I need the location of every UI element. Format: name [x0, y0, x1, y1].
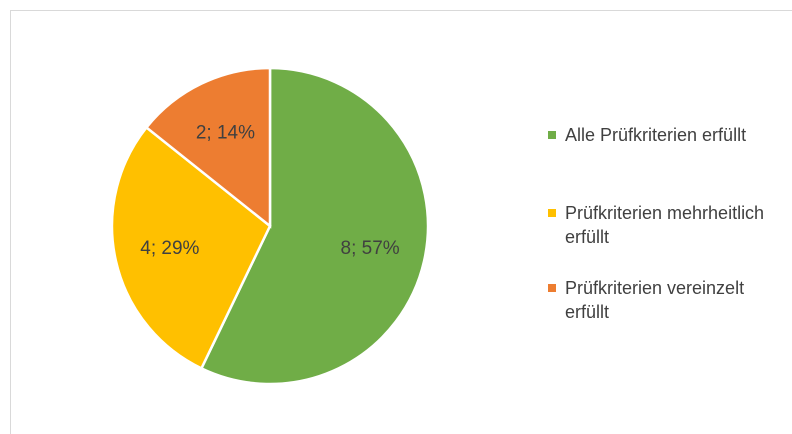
legend-entry: Prüfkriterien mehrheitlich erfüllt — [548, 201, 778, 249]
legend-entry: Alle Prüfkriterien erfüllt — [548, 123, 778, 147]
chart-border — [10, 10, 792, 434]
data-label: 2; 14% — [196, 122, 255, 143]
data-label: 8; 57% — [341, 238, 400, 259]
pie-slice — [110, 125, 272, 371]
legend-swatch — [548, 284, 556, 292]
legend-label: Alle Prüfkriterien erfüllt — [565, 125, 747, 145]
legend-label: Prüfkriterien vereinzelt erfüllt — [565, 278, 745, 322]
pie-slice — [144, 66, 272, 229]
legend-entry: Prüfkriterien vereinzelt erfüllt — [548, 276, 778, 324]
pie-slice — [199, 66, 430, 386]
legend-swatch — [548, 209, 556, 217]
legend-swatch — [548, 131, 556, 139]
legend-label: Prüfkriterien mehrheitlich erfüllt — [565, 203, 765, 247]
data-label: 4; 29% — [140, 238, 199, 259]
